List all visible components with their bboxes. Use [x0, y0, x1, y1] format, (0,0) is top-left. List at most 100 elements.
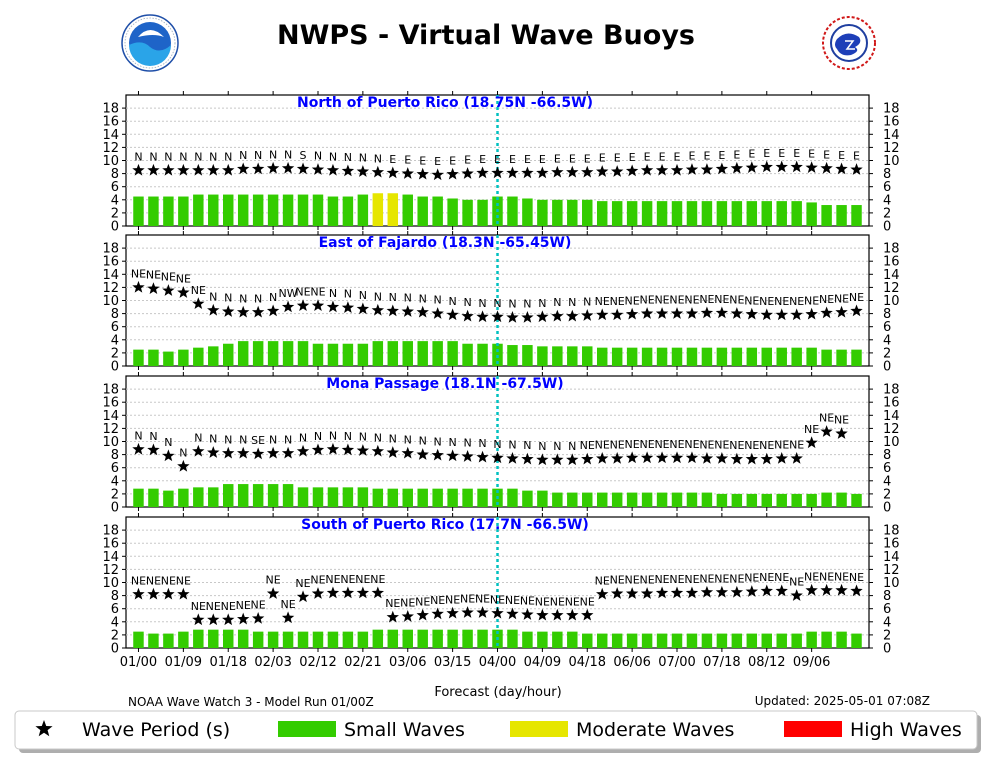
- wave-period-star: [625, 307, 639, 320]
- y-tick-label: 6: [883, 320, 891, 335]
- direction-label: NE: [774, 295, 789, 308]
- direction-label: NE: [804, 423, 819, 436]
- wave-height-bar: [133, 631, 144, 649]
- wave-height-bar: [821, 492, 832, 507]
- wave-height-bar: [432, 341, 443, 366]
- wave-period-star: [237, 305, 250, 318]
- model-run-note: NOAA Wave Watch 3 - Model Run 01/00Z: [128, 695, 374, 709]
- direction-label: E: [703, 150, 710, 163]
- wave-height-bar: [611, 201, 623, 226]
- direction-label: NE: [595, 574, 610, 587]
- wave-height-bar: [596, 633, 608, 648]
- direction-label: NE: [684, 294, 699, 307]
- direction-label: E: [404, 154, 411, 167]
- wave-period-star: [296, 590, 310, 603]
- wave-period-star: [670, 451, 684, 464]
- wave-height-bar: [731, 633, 743, 648]
- y-tick-label: 2: [883, 206, 891, 221]
- wave-period-star: [835, 427, 848, 439]
- direction-label: E: [853, 150, 860, 163]
- direction-label: NE: [131, 267, 146, 280]
- wave-period-star: [192, 297, 205, 310]
- wave-height-bar: [746, 347, 758, 366]
- wave-period-star: [536, 166, 549, 179]
- wave-height-bar: [671, 633, 683, 648]
- y-tick-label: 16: [883, 396, 900, 411]
- wave-height-bar: [357, 194, 369, 226]
- y-tick-label: 2: [883, 628, 891, 643]
- wave-period-star: [192, 163, 205, 176]
- wave-height-bar: [716, 633, 728, 648]
- direction-label: N: [463, 437, 471, 450]
- wave-period-star: [491, 166, 504, 179]
- wave-period-star: [476, 310, 489, 323]
- wave-period-star: [835, 583, 848, 596]
- y-tick-label: 14: [102, 268, 119, 283]
- wave-height-bar: [552, 631, 563, 649]
- direction-label: N: [164, 436, 172, 449]
- wave-height-bar: [297, 194, 309, 226]
- direction-label: NE: [610, 439, 625, 452]
- wave-height-bar: [851, 493, 862, 507]
- wave-height-bar: [537, 199, 548, 226]
- wave-period-star: [147, 282, 160, 294]
- wave-period-star: [610, 308, 624, 321]
- wave-period-star: [222, 305, 235, 317]
- wave-height-bar: [611, 492, 623, 507]
- nws-logo: [821, 15, 877, 71]
- direction-label: NE: [236, 599, 251, 612]
- wave-height-bar: [163, 196, 174, 226]
- wave-period-star: [431, 607, 444, 620]
- figure-title: NWPS - Virtual Wave Buoys: [277, 20, 695, 51]
- direction-label: NE: [699, 572, 714, 585]
- y-tick-label: 18: [883, 242, 900, 257]
- direction-label: NE: [131, 574, 146, 587]
- wave-height-bar: [477, 199, 488, 226]
- y-tick-label: 18: [102, 383, 119, 398]
- wave-height-bar: [611, 633, 623, 648]
- wave-period-star: [461, 450, 474, 462]
- direction-label: N: [568, 440, 576, 453]
- y-tick-label: 16: [883, 255, 900, 270]
- wave-period-star: [790, 160, 803, 173]
- direction-label: NE: [789, 576, 804, 589]
- y-tick-label: 14: [102, 128, 119, 143]
- wave-height-bar: [267, 484, 279, 507]
- wave-period-star: [386, 446, 399, 458]
- wave-height-bar: [626, 492, 638, 507]
- direction-label: NE: [385, 597, 400, 610]
- wave-height-bar: [776, 633, 787, 648]
- wave-period-star: [760, 584, 773, 597]
- y-tick-label: 10: [883, 294, 900, 309]
- wave-period-star: [685, 586, 699, 599]
- y-tick-label: 0: [883, 642, 891, 657]
- wave-height-bar: [432, 488, 443, 507]
- wave-period-star: [356, 444, 370, 456]
- wave-height-bar: [417, 629, 428, 648]
- y-tick-label: 4: [883, 474, 891, 489]
- wave-period-star: [581, 608, 594, 621]
- direction-label: E: [629, 151, 636, 164]
- legend-label: High Waves: [850, 719, 962, 741]
- direction-label: NE: [310, 574, 325, 587]
- panel-title: Mona Passage (18.1N -67.5W): [326, 376, 563, 392]
- wave-height-bar: [237, 194, 249, 226]
- direction-label: E: [569, 152, 576, 165]
- direction-label: N: [179, 446, 187, 459]
- wave-height-bar: [282, 194, 294, 226]
- direction-label: NE: [639, 574, 654, 587]
- direction-label: N: [209, 433, 217, 446]
- wave-period-star: [251, 612, 265, 624]
- direction-label: N: [389, 291, 397, 304]
- direction-label: NE: [146, 574, 161, 587]
- direction-label: E: [479, 153, 486, 166]
- wave-height-bar: [357, 343, 369, 366]
- wave-period-star: [745, 585, 758, 597]
- direction-label: E: [808, 148, 815, 161]
- direction-label: N: [239, 149, 247, 162]
- wave-height-bar: [641, 347, 653, 366]
- wave-height-bar: [417, 196, 428, 226]
- wave-height-bar: [462, 199, 473, 226]
- direction-label: N: [449, 436, 457, 449]
